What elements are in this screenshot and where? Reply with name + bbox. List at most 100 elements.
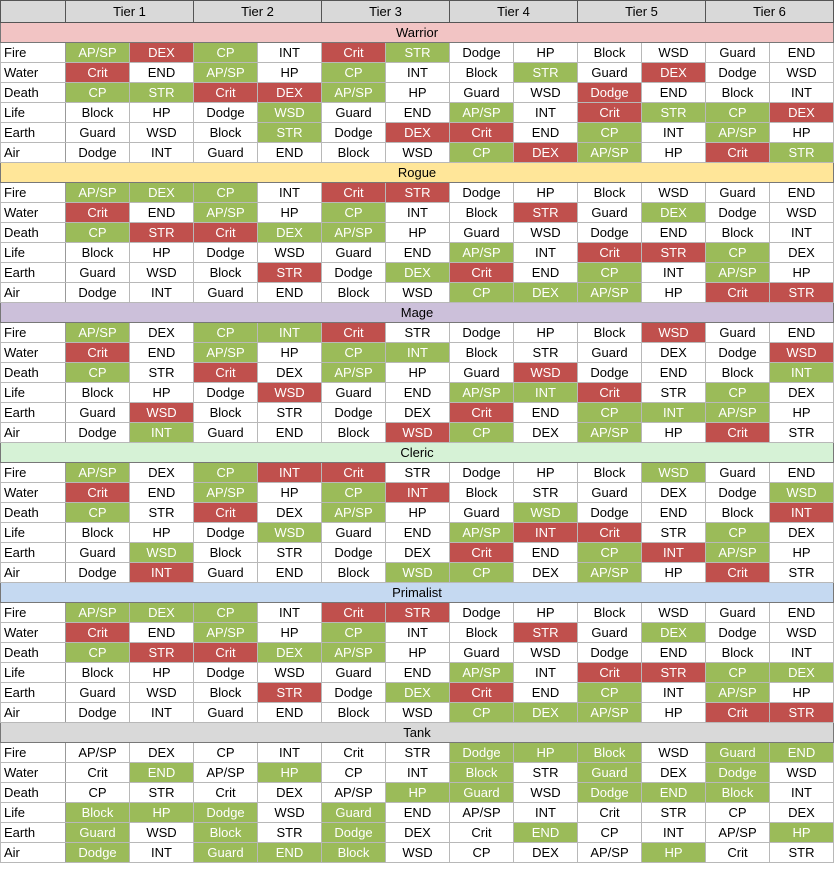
stat-cell: Dodge xyxy=(705,62,770,83)
stat-cell: DEX xyxy=(513,142,578,163)
stat-cell: CP xyxy=(321,202,386,223)
stat-cell: AP/SP xyxy=(577,702,642,723)
stat-cell: Crit xyxy=(577,802,642,823)
stat-cell: INT xyxy=(129,562,194,583)
element-row: Death CP STR Crit DEX AP/SP HP Guard WSD Dodge END… xyxy=(0,362,834,383)
stat-cell: STR xyxy=(385,322,450,343)
row-label: Earth xyxy=(0,122,66,143)
stat-cell: Crit xyxy=(321,182,386,203)
stat-cell: WSD xyxy=(513,502,578,523)
element-row: Earth Guard WSD Block STR Dodge DEX Crit END CP IN… xyxy=(0,822,834,843)
stat-cell: HP xyxy=(257,762,322,783)
stat-cell: Guard xyxy=(65,822,130,843)
stat-cell: Dodge xyxy=(449,602,514,623)
row-label: Earth xyxy=(0,822,66,843)
row-label: Fire xyxy=(0,602,66,623)
row-label: Air xyxy=(0,142,66,163)
stat-cell: HP xyxy=(129,102,194,123)
stat-cell: Guard xyxy=(65,402,130,423)
row-label: Fire xyxy=(0,322,66,343)
stat-cell: INT xyxy=(257,742,322,763)
stat-cell: STR xyxy=(641,802,706,823)
row-label: Fire xyxy=(0,182,66,203)
stat-cell: CP xyxy=(577,542,642,563)
stat-cell: AP/SP xyxy=(577,422,642,443)
stat-cell: INT xyxy=(513,802,578,823)
stat-cell: Block xyxy=(65,662,130,683)
row-label: Fire xyxy=(0,742,66,763)
section-row: Mage xyxy=(0,302,834,323)
stat-cell: HP xyxy=(129,242,194,263)
stat-cell: Dodge xyxy=(577,222,642,243)
stat-cell: Guard xyxy=(705,462,770,483)
stat-cell: AP/SP xyxy=(705,402,770,423)
stat-cell: CP xyxy=(65,782,130,803)
stat-cell: CP xyxy=(321,482,386,503)
stat-cell: Crit xyxy=(577,522,642,543)
stat-cell: HP xyxy=(513,602,578,623)
stat-cell: Guard xyxy=(65,682,130,703)
stat-cell: Crit xyxy=(193,222,258,243)
element-row: Water Crit END AP/SP HP CP INT Block STR Guard DEX… xyxy=(0,62,834,83)
stat-cell: Dodge xyxy=(193,102,258,123)
stat-cell: DEX xyxy=(257,502,322,523)
stat-cell: Crit xyxy=(449,822,514,843)
stat-cell: CP xyxy=(193,182,258,203)
stat-cell: END xyxy=(513,402,578,423)
stat-cell: Crit xyxy=(449,682,514,703)
stat-cell: Block xyxy=(577,322,642,343)
stat-cell: DEX xyxy=(513,282,578,303)
stat-cell: Guard xyxy=(321,522,386,543)
stat-cell: Crit xyxy=(705,842,770,863)
stat-cell: Crit xyxy=(193,782,258,803)
element-row: Water Crit END AP/SP HP CP INT Block STR Guard DEX… xyxy=(0,482,834,503)
stat-cell: Block xyxy=(321,282,386,303)
stat-cell: AP/SP xyxy=(65,322,130,343)
stat-cell: STR xyxy=(513,342,578,363)
stat-cell: HP xyxy=(385,502,450,523)
stat-cell: END xyxy=(769,602,834,623)
stat-cell: Guard xyxy=(193,562,258,583)
stat-cell: Guard xyxy=(321,242,386,263)
stat-cell: DEX xyxy=(385,122,450,143)
stat-cell: Crit xyxy=(577,382,642,403)
stat-cell: Guard xyxy=(705,42,770,63)
stat-cell: Block xyxy=(705,782,770,803)
stat-cell: CP xyxy=(193,322,258,343)
stat-cell: HP xyxy=(129,382,194,403)
stat-cell: AP/SP xyxy=(65,602,130,623)
stat-cell: Crit xyxy=(577,242,642,263)
stat-cell: WSD xyxy=(513,222,578,243)
stat-cell: DEX xyxy=(385,262,450,283)
stat-cell: CP xyxy=(65,362,130,383)
stat-cell: Block xyxy=(449,622,514,643)
stat-cell: END xyxy=(385,522,450,543)
stat-cell: DEX xyxy=(385,402,450,423)
stat-cell: Dodge xyxy=(705,202,770,223)
stat-cell: END xyxy=(257,142,322,163)
stat-cell: END xyxy=(641,222,706,243)
stat-cell: Dodge xyxy=(65,142,130,163)
stat-cell: AP/SP xyxy=(321,782,386,803)
stat-cell: INT xyxy=(769,362,834,383)
stat-cell: END xyxy=(257,702,322,723)
stat-cell: HP xyxy=(385,642,450,663)
stat-cell: DEX xyxy=(257,222,322,243)
stat-cell: WSD xyxy=(257,802,322,823)
stat-cell: Guard xyxy=(193,142,258,163)
stat-cell: Dodge xyxy=(577,502,642,523)
stat-cell: CP xyxy=(577,822,642,843)
stat-cell: Dodge xyxy=(65,562,130,583)
stat-cell: END xyxy=(641,82,706,103)
stat-cell: Crit xyxy=(65,202,130,223)
stat-cell: AP/SP xyxy=(193,342,258,363)
stat-cell: END xyxy=(513,262,578,283)
stat-cell: STR xyxy=(769,282,834,303)
stat-cell: Block xyxy=(321,562,386,583)
stat-cell: DEX xyxy=(129,742,194,763)
stat-cell: HP xyxy=(769,262,834,283)
row-label: Water xyxy=(0,482,66,503)
section-row: Rogue xyxy=(0,162,834,183)
stat-cell: Dodge xyxy=(705,762,770,783)
stat-cell: Crit xyxy=(321,322,386,343)
